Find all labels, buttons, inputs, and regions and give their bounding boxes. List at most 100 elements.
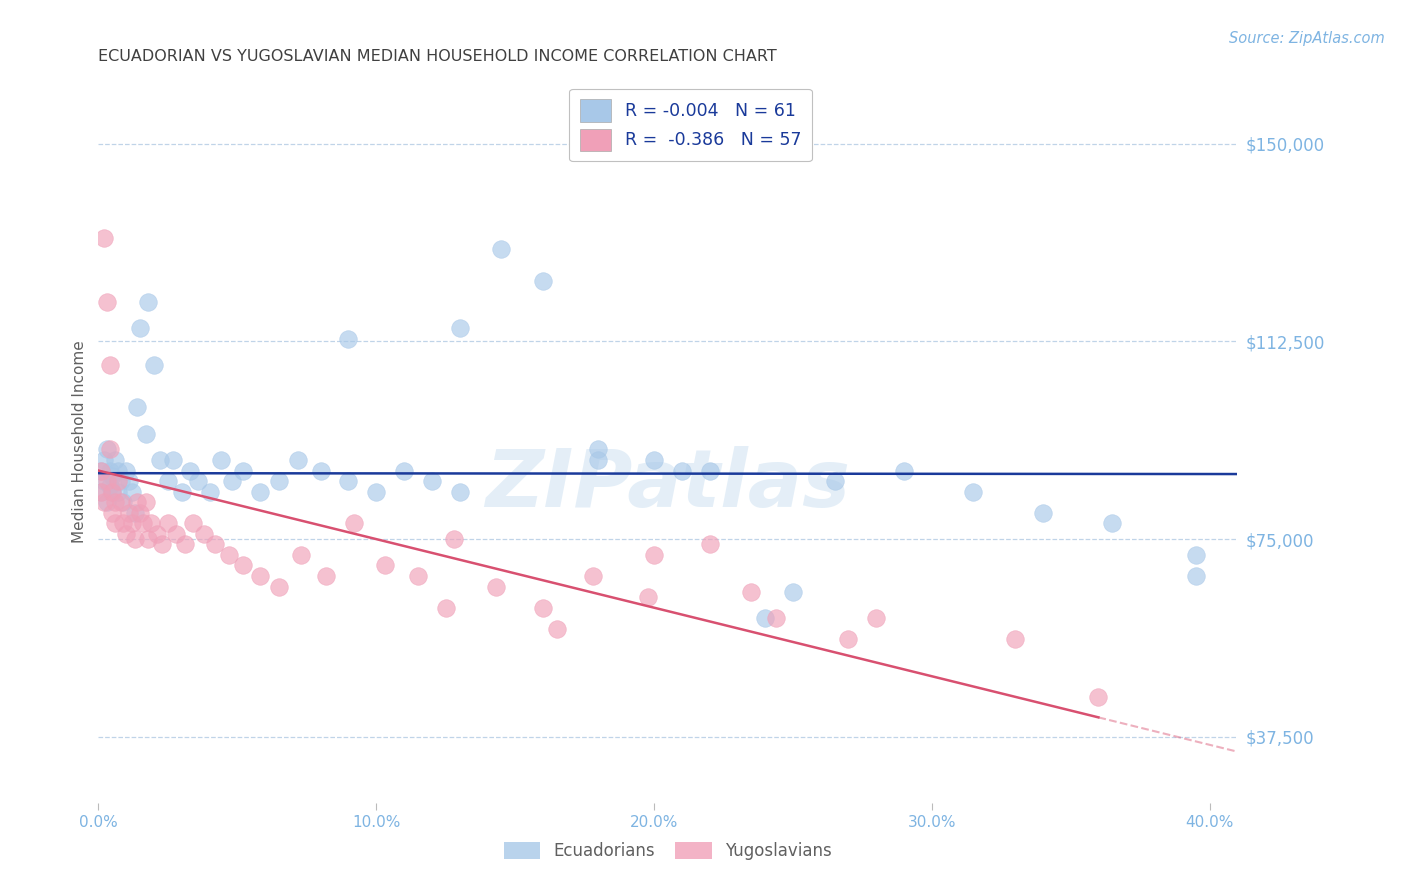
- Point: [121, 516, 143, 531]
- Point: [489, 242, 512, 256]
- Point: [138, 532, 160, 546]
- Point: [124, 532, 146, 546]
- Point: [315, 569, 337, 583]
- Point: [420, 474, 443, 488]
- Point: [1032, 506, 1054, 520]
- Point: [98, 442, 121, 457]
- Point: [221, 474, 243, 488]
- Point: [643, 548, 665, 562]
- Point: [232, 464, 254, 478]
- Legend: Ecuadorians, Yugoslavians: Ecuadorians, Yugoslavians: [496, 835, 839, 867]
- Point: [671, 464, 693, 478]
- Point: [181, 516, 204, 531]
- Point: [96, 495, 118, 509]
- Point: [249, 484, 271, 499]
- Point: [101, 506, 124, 520]
- Point: [118, 506, 141, 520]
- Point: [104, 495, 127, 509]
- Point: [96, 474, 118, 488]
- Point: [104, 516, 127, 531]
- Point: [249, 569, 271, 583]
- Point: [290, 548, 312, 562]
- Point: [582, 569, 605, 583]
- Point: [765, 611, 787, 625]
- Point: [366, 484, 388, 499]
- Point: [1184, 548, 1206, 562]
- Point: [101, 468, 124, 483]
- Point: [824, 474, 846, 488]
- Point: [112, 495, 135, 509]
- Point: [110, 474, 132, 488]
- Point: [156, 474, 179, 488]
- Point: [754, 611, 776, 625]
- Point: [90, 464, 112, 478]
- Point: [267, 474, 290, 488]
- Point: [337, 332, 360, 346]
- Y-axis label: Median Household Income: Median Household Income: [72, 340, 87, 543]
- Point: [449, 484, 471, 499]
- Point: [127, 495, 149, 509]
- Point: [198, 484, 221, 499]
- Point: [127, 401, 149, 415]
- Point: [546, 622, 568, 636]
- Point: [90, 464, 112, 478]
- Point: [104, 453, 127, 467]
- Point: [118, 474, 141, 488]
- Point: [101, 484, 124, 499]
- Point: [101, 484, 124, 499]
- Point: [287, 453, 309, 467]
- Point: [132, 516, 155, 531]
- Point: [373, 558, 395, 573]
- Point: [588, 453, 610, 467]
- Point: [96, 294, 118, 309]
- Point: [115, 464, 138, 478]
- Point: [643, 453, 665, 467]
- Point: [962, 484, 984, 499]
- Point: [865, 611, 887, 625]
- Text: ECUADORIAN VS YUGOSLAVIAN MEDIAN HOUSEHOLD INCOME CORRELATION CHART: ECUADORIAN VS YUGOSLAVIAN MEDIAN HOUSEHO…: [98, 49, 778, 64]
- Point: [309, 464, 332, 478]
- Point: [1004, 632, 1026, 647]
- Point: [434, 600, 457, 615]
- Point: [124, 506, 146, 520]
- Point: [96, 442, 118, 457]
- Text: Source: ZipAtlas.com: Source: ZipAtlas.com: [1229, 31, 1385, 46]
- Point: [145, 526, 167, 541]
- Point: [150, 537, 173, 551]
- Point: [98, 358, 121, 372]
- Point: [148, 453, 170, 467]
- Point: [90, 484, 112, 499]
- Point: [209, 453, 232, 467]
- Point: [173, 537, 195, 551]
- Point: [740, 585, 762, 599]
- Point: [162, 453, 184, 467]
- Point: [204, 537, 226, 551]
- Point: [699, 537, 721, 551]
- Point: [782, 585, 804, 599]
- Point: [93, 453, 115, 467]
- Point: [837, 632, 859, 647]
- Point: [1101, 516, 1123, 531]
- Point: [588, 442, 610, 457]
- Point: [138, 294, 160, 309]
- Point: [115, 526, 138, 541]
- Point: [98, 464, 121, 478]
- Point: [449, 321, 471, 335]
- Text: ZIPatlas: ZIPatlas: [485, 446, 851, 524]
- Point: [193, 526, 215, 541]
- Point: [156, 516, 179, 531]
- Point: [143, 358, 166, 372]
- Point: [107, 474, 129, 488]
- Point: [531, 274, 554, 288]
- Point: [343, 516, 366, 531]
- Point: [135, 495, 157, 509]
- Point: [107, 484, 129, 499]
- Point: [90, 484, 112, 499]
- Point: [406, 569, 429, 583]
- Point: [141, 516, 163, 531]
- Point: [187, 474, 209, 488]
- Point: [485, 580, 508, 594]
- Point: [179, 464, 201, 478]
- Point: [531, 600, 554, 615]
- Point: [267, 580, 290, 594]
